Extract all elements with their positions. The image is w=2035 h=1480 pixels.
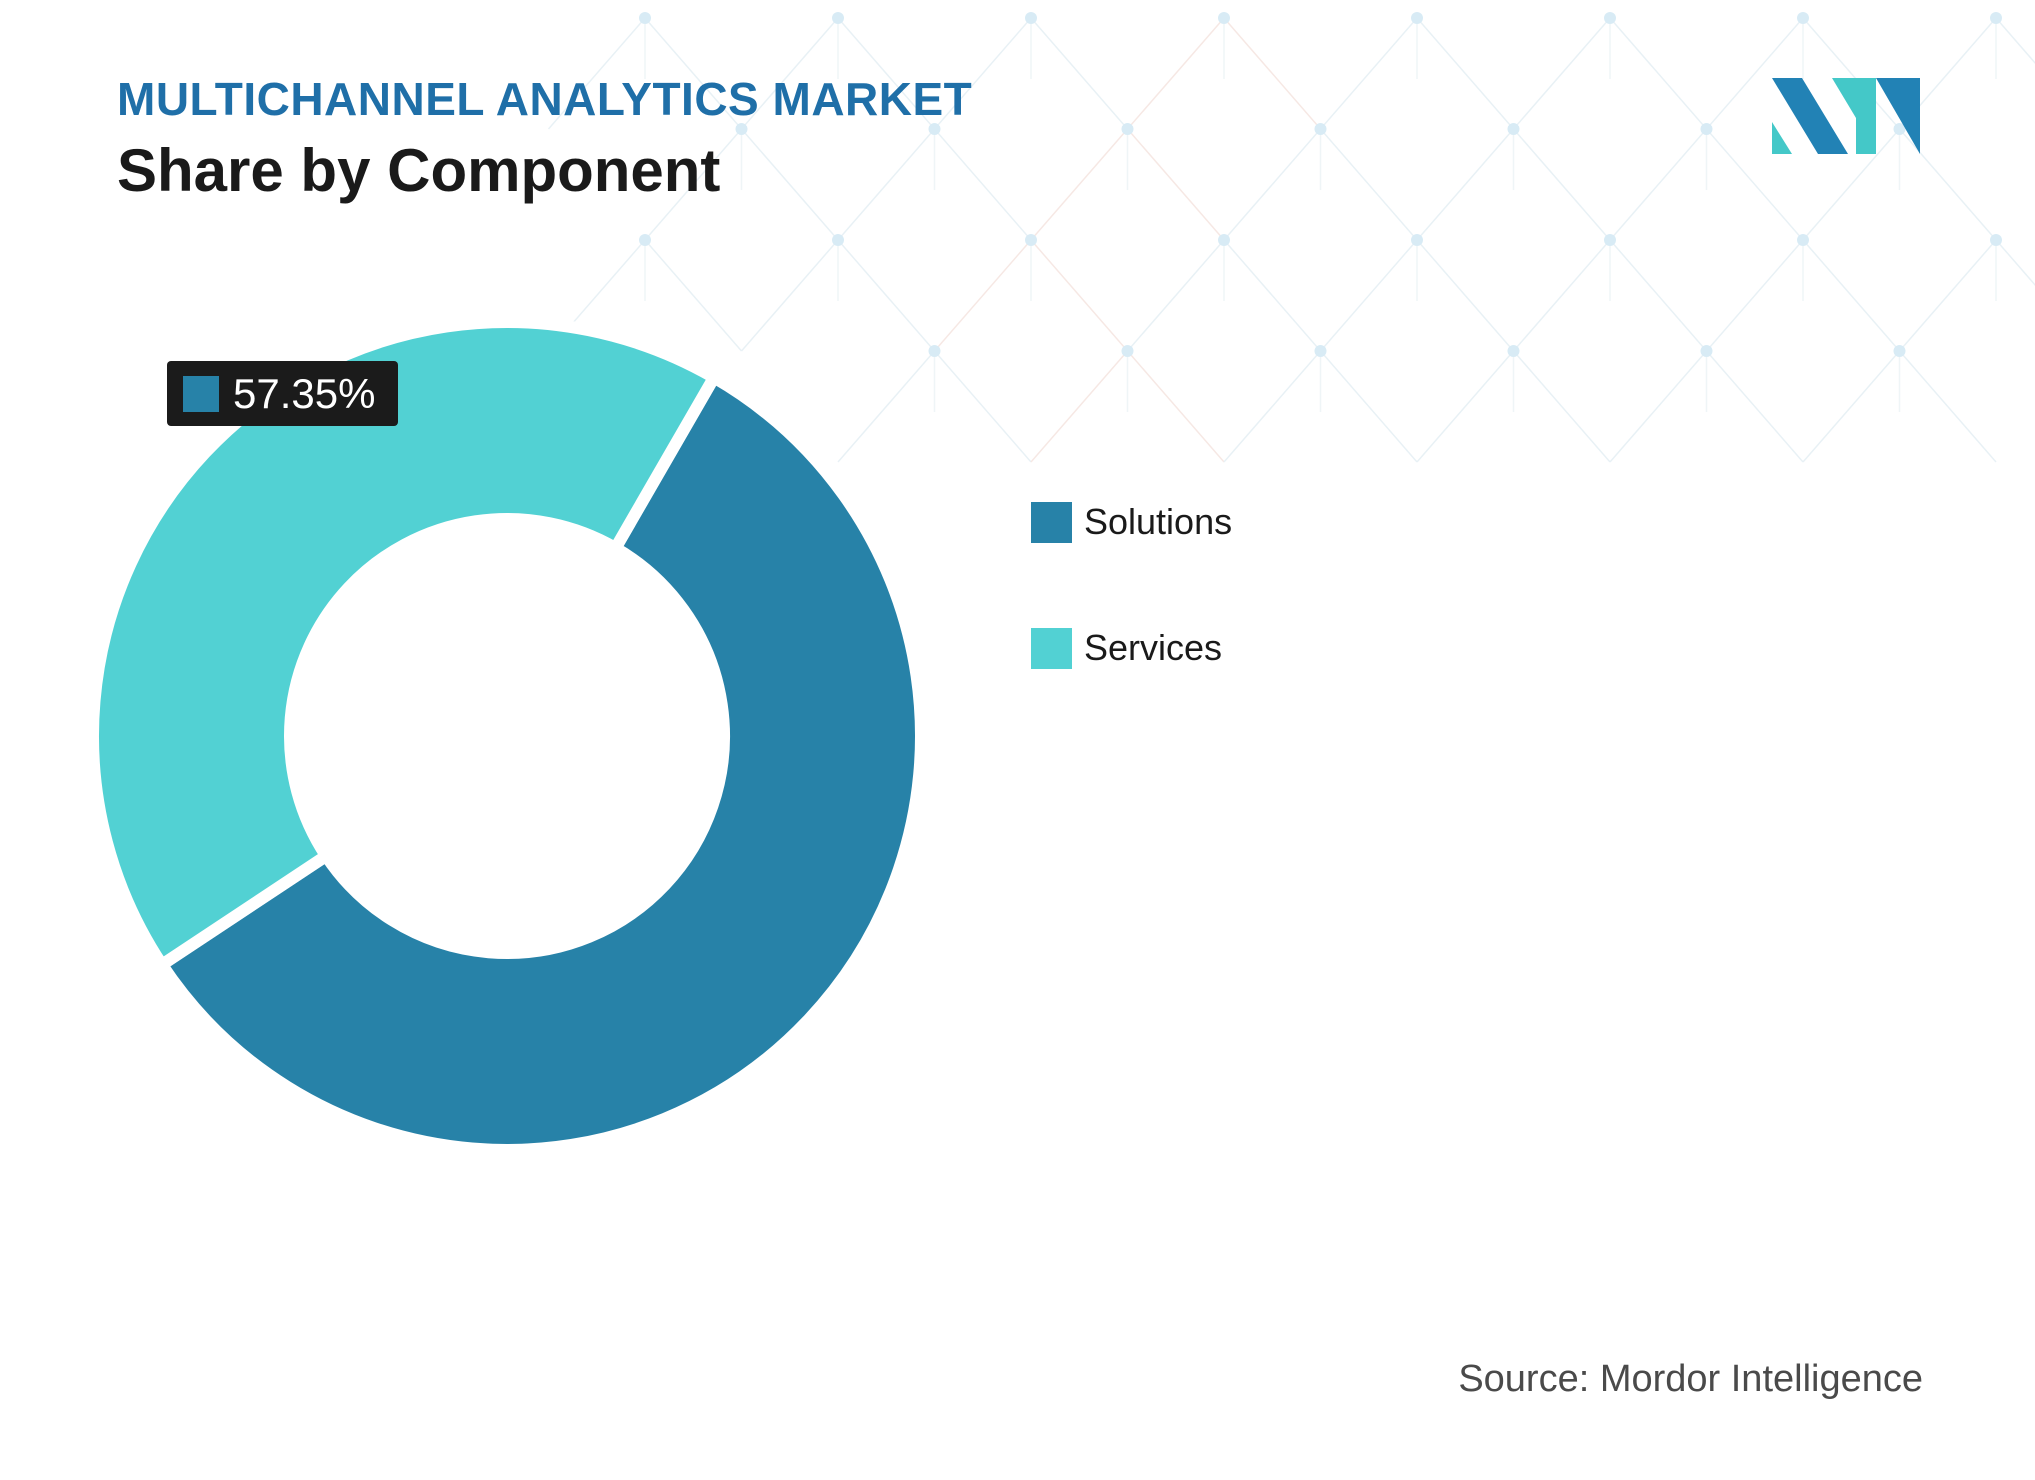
data-label-solutions: 57.35% [167, 361, 398, 426]
donut-slice-solutions [153, 369, 927, 1156]
legend-label-solutions: Solutions [1084, 501, 1233, 542]
chart-subtitle: Share by Component [117, 137, 721, 204]
legend-item-services: Services [1031, 626, 1232, 670]
legend-item-solutions: Solutions [1031, 500, 1232, 544]
legend: Solutions Services [1031, 500, 1232, 752]
donut-slice-services [87, 316, 723, 974]
legend-swatch-solutions [1031, 501, 1072, 543]
data-label-swatch [183, 375, 219, 412]
legend-swatch-services [1031, 627, 1072, 669]
source-note: Source: Mordor Intelligence [1458, 1358, 1923, 1400]
data-label-text: 57.35% [233, 369, 376, 417]
chart-title: MULTICHANNEL ANALYTICS MARKET [117, 73, 973, 125]
mordor-intelligence-logo-icon [1772, 78, 1920, 154]
legend-label-services: Services [1084, 627, 1223, 668]
